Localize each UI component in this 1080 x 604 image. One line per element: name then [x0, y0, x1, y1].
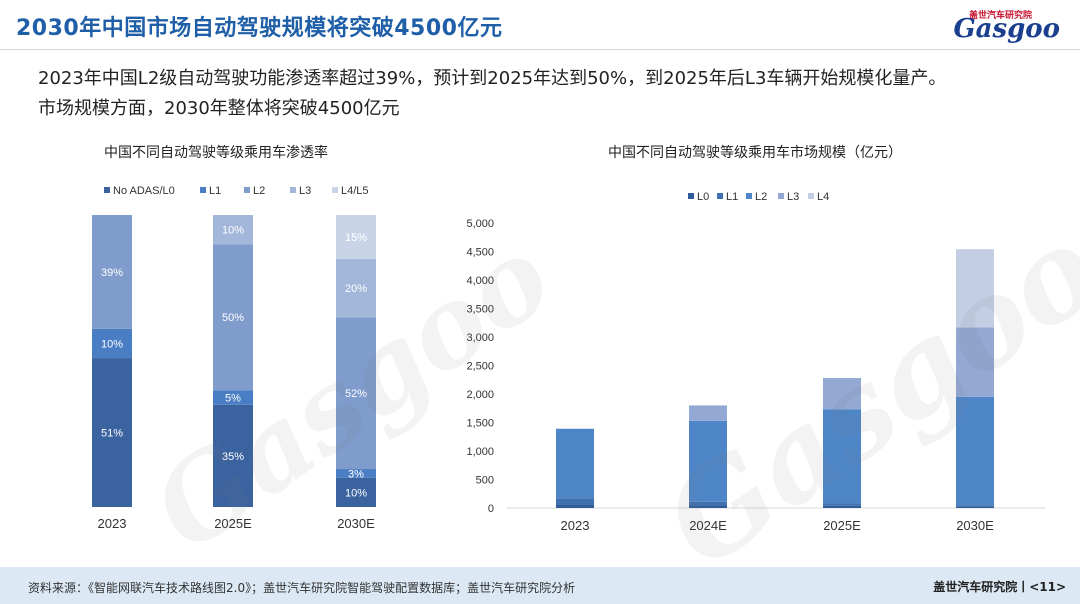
y-tick-label: 2,500 [466, 361, 494, 373]
y-tick-label: 1,500 [466, 418, 494, 430]
bar-segment [956, 327, 994, 397]
x-tick-label: 2030E [956, 518, 994, 533]
summary-text: 2023年中国L2级自动驾驶功能渗透率超过39%，预计到2025年达到50%，到… [38, 64, 1068, 124]
legend-label-5: L4/L5 [341, 185, 369, 197]
logo-subline: · · · · · · · · · · · · [979, 47, 1046, 54]
x-tick-label: 2024E [689, 518, 727, 533]
gasgoo-logo: 盖世汽车研究院 Gasgoo · · · · · · · · · · · · [940, 6, 1060, 56]
legend-label-3: L2 [253, 185, 265, 197]
bar-segment [956, 396, 994, 506]
legend-swatch-1 [688, 193, 694, 199]
data-label: 10% [222, 225, 244, 237]
x-tick-label: 2025E [214, 516, 252, 531]
x-tick-label: 2025E [823, 518, 861, 533]
data-label: 35% [222, 451, 244, 463]
bar-segment [956, 505, 994, 507]
chart2-title: 中国不同自动驾驶等级乘用车市场规模（亿元） [608, 145, 902, 161]
y-tick-label: 5,000 [466, 218, 494, 230]
x-tick-label: 2023 [98, 516, 127, 531]
y-tick-label: 500 [476, 475, 494, 487]
logo-top-text: 盖世汽车研究院 [968, 11, 1032, 21]
bar-segment [956, 506, 994, 508]
bar-segment [556, 428, 594, 499]
x-tick-label: 2030E [337, 516, 375, 531]
legend-swatch-2 [200, 187, 206, 193]
bar-segment [92, 358, 132, 507]
data-label: 39% [101, 267, 123, 279]
bar-segment [92, 215, 132, 329]
y-tick-label: 2,000 [466, 389, 494, 401]
x-tick-label: 2023 [561, 518, 590, 533]
bar-segment [823, 378, 861, 410]
bar-segment [213, 404, 253, 507]
legend-label-1: No ADAS/L0 [113, 185, 175, 197]
y-tick-label: 0 [488, 503, 494, 515]
bar-segment [336, 477, 376, 507]
bar-segment [956, 249, 994, 328]
bar-segment [689, 420, 727, 502]
legend-swatch-4 [778, 193, 784, 199]
footer-source: 资料来源：《智能网联汽车技术路线图2.0》；盖世汽车研究院智能驾驶配置数据库；盖… [28, 581, 576, 595]
bar-segment [823, 503, 861, 506]
bar-segment [213, 244, 253, 391]
data-label: 5% [225, 393, 241, 405]
bar-segment [336, 469, 376, 478]
footer-brand: 盖世汽车研究院丨<11> [933, 580, 1066, 594]
y-tick-label: 4,000 [466, 275, 494, 287]
summary-line-1: 2023年中国L2级自动驾驶功能渗透率超过39%，预计到2025年达到50%，到… [38, 68, 947, 89]
legend-label-4: L3 [787, 191, 799, 203]
bar-segment [689, 405, 727, 421]
bar-segment [213, 215, 253, 245]
logo-text: Gasgoo [953, 14, 1060, 44]
legend-swatch-5 [808, 193, 814, 199]
legend-label-2: L1 [726, 191, 738, 203]
page-title: 2030年中国市场自动驾驶规模将突破4500亿元 [16, 16, 503, 41]
y-tick-label: 3,500 [466, 304, 494, 316]
legend-label-5: L4 [817, 191, 829, 203]
legend-label-2: L1 [209, 185, 221, 197]
legend-swatch-1 [104, 187, 110, 193]
data-label: 3% [348, 468, 364, 480]
legend-swatch-5 [332, 187, 338, 193]
y-tick-label: 1,000 [466, 446, 494, 458]
legend-label-4: L3 [299, 185, 311, 197]
y-tick-label: 3,000 [466, 332, 494, 344]
chart1-title: 中国不同自动驾驶等级乘用车渗透率 [104, 145, 328, 161]
charts-canvas: No ADAS/L0 L1 L2 L3 L4/L5 51% 10% 39% 2023 35% 5% 5… [92, 185, 1045, 533]
footer-bar: 资料来源：《智能网联汽车技术路线图2.0》；盖世汽车研究院智能驾驶配置数据库；盖… [0, 567, 1080, 604]
data-label: 10% [345, 487, 367, 499]
bar-segment [689, 505, 727, 508]
legend-label-3: L2 [755, 191, 767, 203]
data-label: 15% [345, 232, 367, 244]
y-tick-label: 4,500 [466, 247, 494, 259]
bar-segment [213, 390, 253, 405]
bar-segment [689, 501, 727, 506]
legend-swatch-4 [290, 187, 296, 193]
bar-segment [556, 498, 594, 505]
bar-segment [823, 505, 861, 508]
legend-swatch-3 [746, 193, 752, 199]
legend-label-1: L0 [697, 191, 709, 203]
legend-swatch-2 [717, 193, 723, 199]
bar-segment [556, 504, 594, 508]
bar-segment [92, 328, 132, 359]
data-label: 52% [345, 388, 367, 400]
bar-segment [336, 317, 376, 470]
data-label: 51% [101, 428, 123, 440]
bar-segment [336, 215, 376, 259]
title-divider [0, 49, 1080, 50]
legend-swatch-3 [244, 187, 250, 193]
summary-line-2: 市场规模方面，2030年整体将突破4500亿元 [38, 98, 400, 119]
data-label: 50% [222, 312, 244, 324]
data-label: 20% [345, 283, 367, 295]
bar-segment [336, 258, 376, 318]
data-label: 10% [101, 338, 123, 350]
bar-segment [823, 409, 861, 504]
